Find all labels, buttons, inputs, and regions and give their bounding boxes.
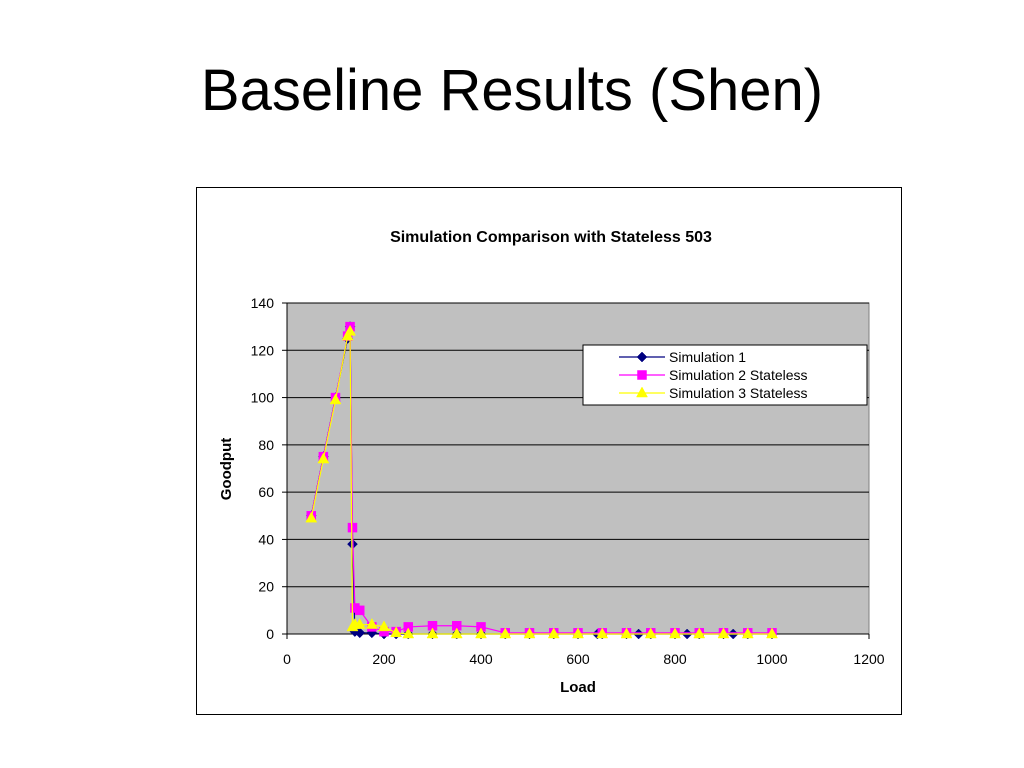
series-3-point: [717, 627, 730, 639]
series-2-point: [347, 522, 358, 533]
legend-item-2: Simulation 2 Stateless: [619, 367, 808, 383]
series-3-point: [317, 452, 330, 464]
y-tick-label: 0: [266, 626, 274, 642]
x-tick-label: 1000: [756, 651, 787, 667]
series-3-point: [344, 324, 356, 336]
series-3-point: [390, 626, 403, 638]
x-tick-label: 800: [663, 651, 687, 667]
y-tick-label: 80: [258, 437, 274, 453]
series-3-point: [741, 627, 754, 639]
y-tick-label: 20: [258, 579, 274, 595]
legend-swatch-marker: [636, 351, 648, 363]
series-3-point: [305, 511, 318, 523]
legend-label: Simulation 1: [669, 349, 746, 365]
legend-item-1: Simulation 1: [619, 349, 746, 365]
series-3-point: [693, 627, 706, 639]
series-3-point: [365, 618, 378, 629]
series-3-point: [499, 627, 512, 639]
series-3: [305, 324, 778, 639]
series-3-point: [378, 620, 390, 632]
series-3-point: [669, 627, 681, 639]
series-3-point: [450, 627, 463, 639]
legend-swatch-marker: [637, 370, 647, 380]
x-tick-label: 600: [566, 651, 590, 667]
x-tick-label: 0: [283, 651, 291, 667]
series-3-point: [766, 627, 778, 639]
x-tick-label: 200: [372, 651, 396, 667]
series-3-point: [475, 627, 487, 639]
series-3-point: [596, 627, 609, 639]
series-2-point: [355, 605, 365, 616]
y-tick-label: 40: [258, 531, 274, 547]
x-axis-label: Load: [560, 679, 596, 696]
x-tick-label: 1200: [853, 651, 884, 667]
series-3-point: [402, 627, 415, 639]
series-3-point: [644, 627, 657, 639]
y-axis-label: Goodput: [218, 438, 235, 500]
y-tick-label: 60: [258, 484, 274, 500]
series-3-point: [620, 627, 633, 639]
y-tick-label: 100: [251, 390, 275, 406]
chart-frame: 0 20 40 60 80 100 120 140 0 200 400 600 800 1000 1200 …: [196, 187, 902, 715]
x-tick-label: 400: [469, 651, 493, 667]
legend-label: Simulation 3 Stateless: [669, 385, 808, 401]
slide-title: Baseline Results (Shen): [200, 58, 824, 123]
legend-label: Simulation 2 Stateless: [669, 367, 808, 383]
legend-swatch-marker: [636, 386, 648, 398]
y-tick-label: 140: [251, 295, 275, 311]
series-3-point: [426, 627, 439, 639]
series-3-point: [547, 627, 560, 639]
series-3-point: [523, 627, 536, 639]
series-3-point: [353, 618, 366, 629]
y-tick-label: 120: [251, 342, 275, 358]
series-3-point: [572, 627, 584, 639]
chart-title: Simulation Comparison with Stateless 503: [390, 229, 712, 246]
legend-item-3: Simulation 3 Stateless: [619, 385, 808, 401]
series-3-point: [329, 393, 342, 405]
